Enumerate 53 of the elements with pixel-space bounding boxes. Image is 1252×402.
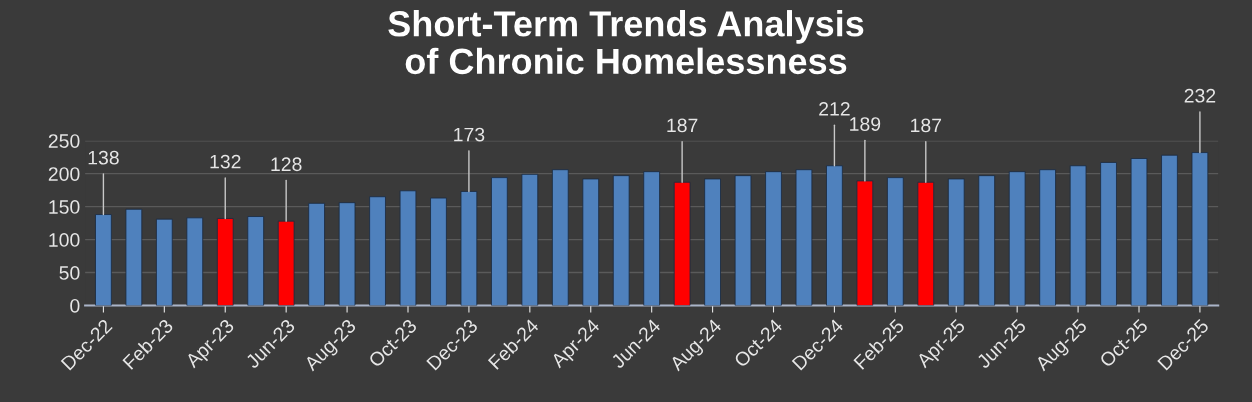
chart-title: Short-Term Trends Analysis of Chronic Homelessness (388, 10, 864, 75)
bar (155, 218, 173, 306)
bar (612, 175, 630, 306)
bar (430, 197, 447, 306)
data-label: 132 (210, 154, 241, 169)
bar (765, 171, 782, 306)
y-tick-label: 100 (49, 233, 80, 247)
data-label: 187 (667, 118, 698, 133)
bar (95, 214, 112, 306)
bar (673, 181, 691, 306)
bar (369, 196, 386, 306)
y-tick-label: 200 (48, 167, 80, 181)
y-tick-label: 150 (49, 200, 80, 214)
bar (521, 173, 539, 306)
bar (734, 175, 752, 306)
bar (338, 202, 356, 306)
bar (125, 208, 143, 306)
bar (1039, 169, 1056, 306)
bar (856, 180, 874, 306)
bar (551, 169, 569, 306)
bar (399, 190, 417, 306)
bar (1191, 152, 1209, 306)
bar (795, 169, 813, 306)
bar (277, 220, 295, 306)
data-label: 173 (454, 127, 485, 142)
bar (1069, 165, 1087, 306)
y-tick-label: 250 (48, 134, 80, 148)
y-tick-label: 50 (59, 266, 80, 280)
bar (1130, 158, 1148, 306)
y-tick-label: 0 (70, 298, 80, 313)
data-label: 189 (850, 117, 881, 131)
bar (491, 177, 508, 306)
bar (887, 177, 904, 306)
bar (216, 218, 234, 306)
bar (308, 202, 325, 306)
bar (704, 178, 721, 306)
data-label: 138 (88, 150, 119, 165)
bar (1100, 162, 1117, 306)
bar (917, 181, 935, 306)
bar (1161, 154, 1178, 306)
bar (643, 171, 661, 306)
bar (186, 217, 204, 306)
bar (826, 165, 843, 306)
data-label: 212 (819, 101, 850, 116)
bar (582, 178, 600, 306)
bar (247, 216, 265, 306)
data-label: 128 (271, 157, 302, 172)
data-label: 187 (911, 118, 942, 133)
bar (947, 178, 965, 306)
bar (460, 191, 478, 306)
bar (978, 175, 996, 306)
bar (1008, 171, 1026, 306)
data-label: 232 (1184, 88, 1216, 103)
